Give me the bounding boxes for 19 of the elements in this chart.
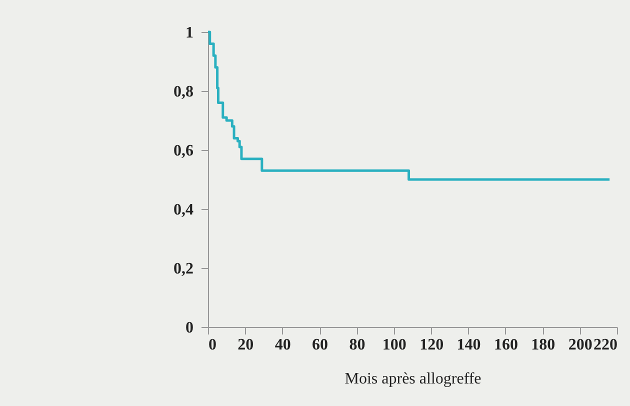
y-tick-label: 0,6 bbox=[174, 142, 194, 160]
y-tick-label: 0,4 bbox=[174, 202, 194, 218]
x-tick-label: 220 bbox=[594, 336, 618, 354]
x-tick-label: 0 bbox=[208, 336, 216, 354]
y-tick-label: 0,8 bbox=[174, 84, 194, 100]
y-tick-label: 1 bbox=[186, 24, 194, 42]
x-tick-label: 160 bbox=[494, 336, 518, 354]
x-tick-label: 120 bbox=[420, 336, 444, 354]
x-tick-label: 80 bbox=[349, 336, 366, 354]
x-tick-label: 60 bbox=[312, 336, 328, 354]
x-tick-label: 140 bbox=[456, 336, 481, 354]
x-tick-label: 40 bbox=[274, 336, 291, 354]
x-tick-label: 200 bbox=[568, 336, 592, 354]
y-tick-label: 0,2 bbox=[174, 260, 194, 278]
x-tick-label: 100 bbox=[382, 336, 406, 354]
x-axis-title: Mois après allogreffe bbox=[344, 370, 482, 388]
x-tick-label: 180 bbox=[531, 336, 556, 354]
y-tick-label: 0 bbox=[186, 320, 194, 336]
x-tick-label: 20 bbox=[238, 336, 254, 354]
